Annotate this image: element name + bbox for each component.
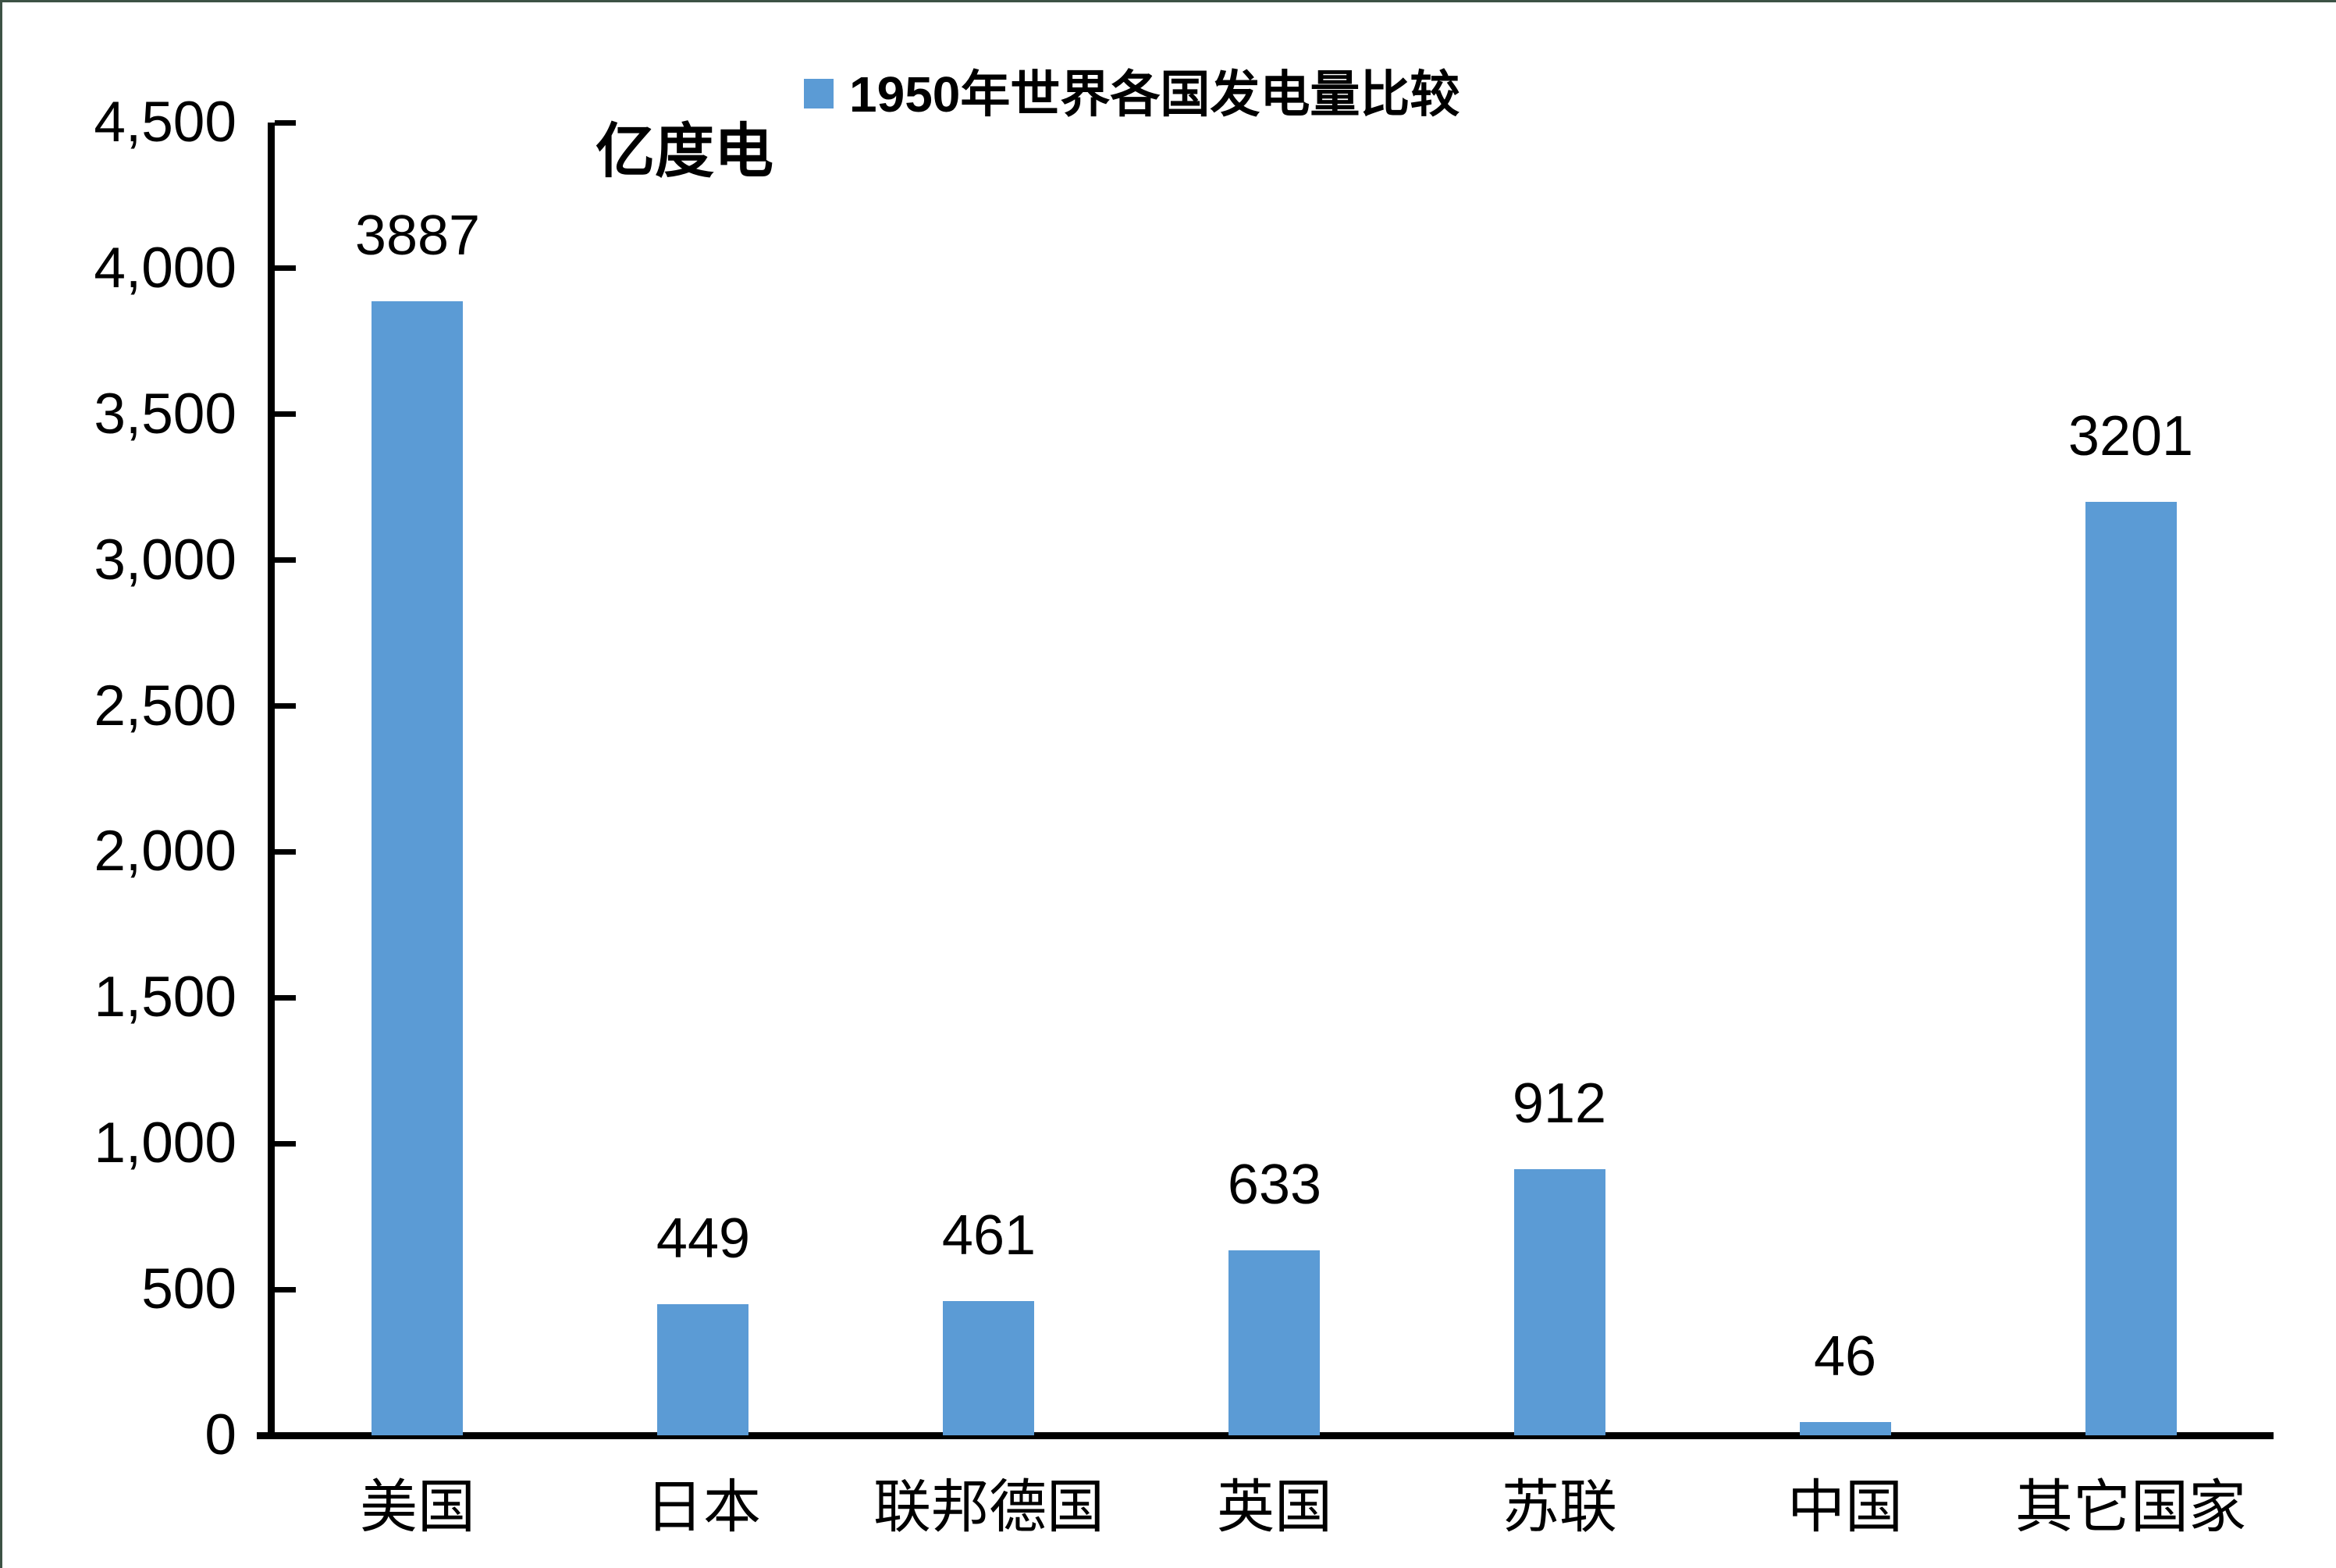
legend-swatch-icon [804,79,834,108]
category-label: 其它国家 [2015,1476,2246,1540]
y-axis-tick [275,1141,296,1147]
y-axis-tick [275,557,296,563]
bar-1 [372,301,463,1435]
y-axis-unit-label: 亿度电 [596,119,773,185]
y-axis-tick [275,411,296,417]
y-axis-tick-label: 3,500 [94,382,236,446]
value-label: 3201 [2068,405,2194,468]
value-label: 912 [1512,1072,1607,1135]
value-label: 461 [941,1204,1036,1267]
y-axis-tick [275,120,296,126]
bar-7 [2085,502,2177,1435]
value-label: 3887 [354,204,481,267]
value-label: 449 [656,1207,751,1270]
legend-label: 1950年世界各国发电量比较 [849,66,1460,123]
bar-2 [657,1304,748,1435]
y-axis-tick [275,849,296,855]
y-axis-tick-label: 1,500 [94,965,236,1029]
y-axis-line [268,123,275,1439]
y-axis-tick-label: 1,000 [94,1111,236,1175]
y-axis-tick-label: 0 [204,1403,236,1467]
bar-3 [943,1301,1034,1435]
y-axis-tick-label: 500 [141,1257,236,1321]
category-label: 日本 [645,1476,761,1540]
y-axis-tick [275,265,296,271]
y-axis-tick [275,995,296,1001]
y-axis-tick-label: 4,500 [94,91,236,154]
y-axis-tick-label: 2,500 [94,674,236,738]
bar-6 [1800,1422,1891,1435]
y-axis-tick [275,703,296,709]
category-label: 美国 [360,1476,475,1540]
category-label: 英国 [1217,1476,1332,1540]
category-label: 苏联 [1502,1476,1617,1540]
bar-5 [1514,1169,1605,1435]
y-axis-tick-label: 4,000 [94,236,236,300]
y-axis-tick [275,1287,296,1292]
y-axis-tick-label: 2,000 [94,820,236,883]
x-axis-line [257,1432,2274,1439]
value-label: 633 [1227,1154,1322,1216]
value-label: 46 [1813,1325,1877,1388]
bar-4 [1228,1250,1320,1435]
category-label: 联邦德国 [873,1476,1104,1540]
category-label: 中国 [1787,1476,1903,1540]
y-axis-tick-label: 3,000 [94,528,236,592]
